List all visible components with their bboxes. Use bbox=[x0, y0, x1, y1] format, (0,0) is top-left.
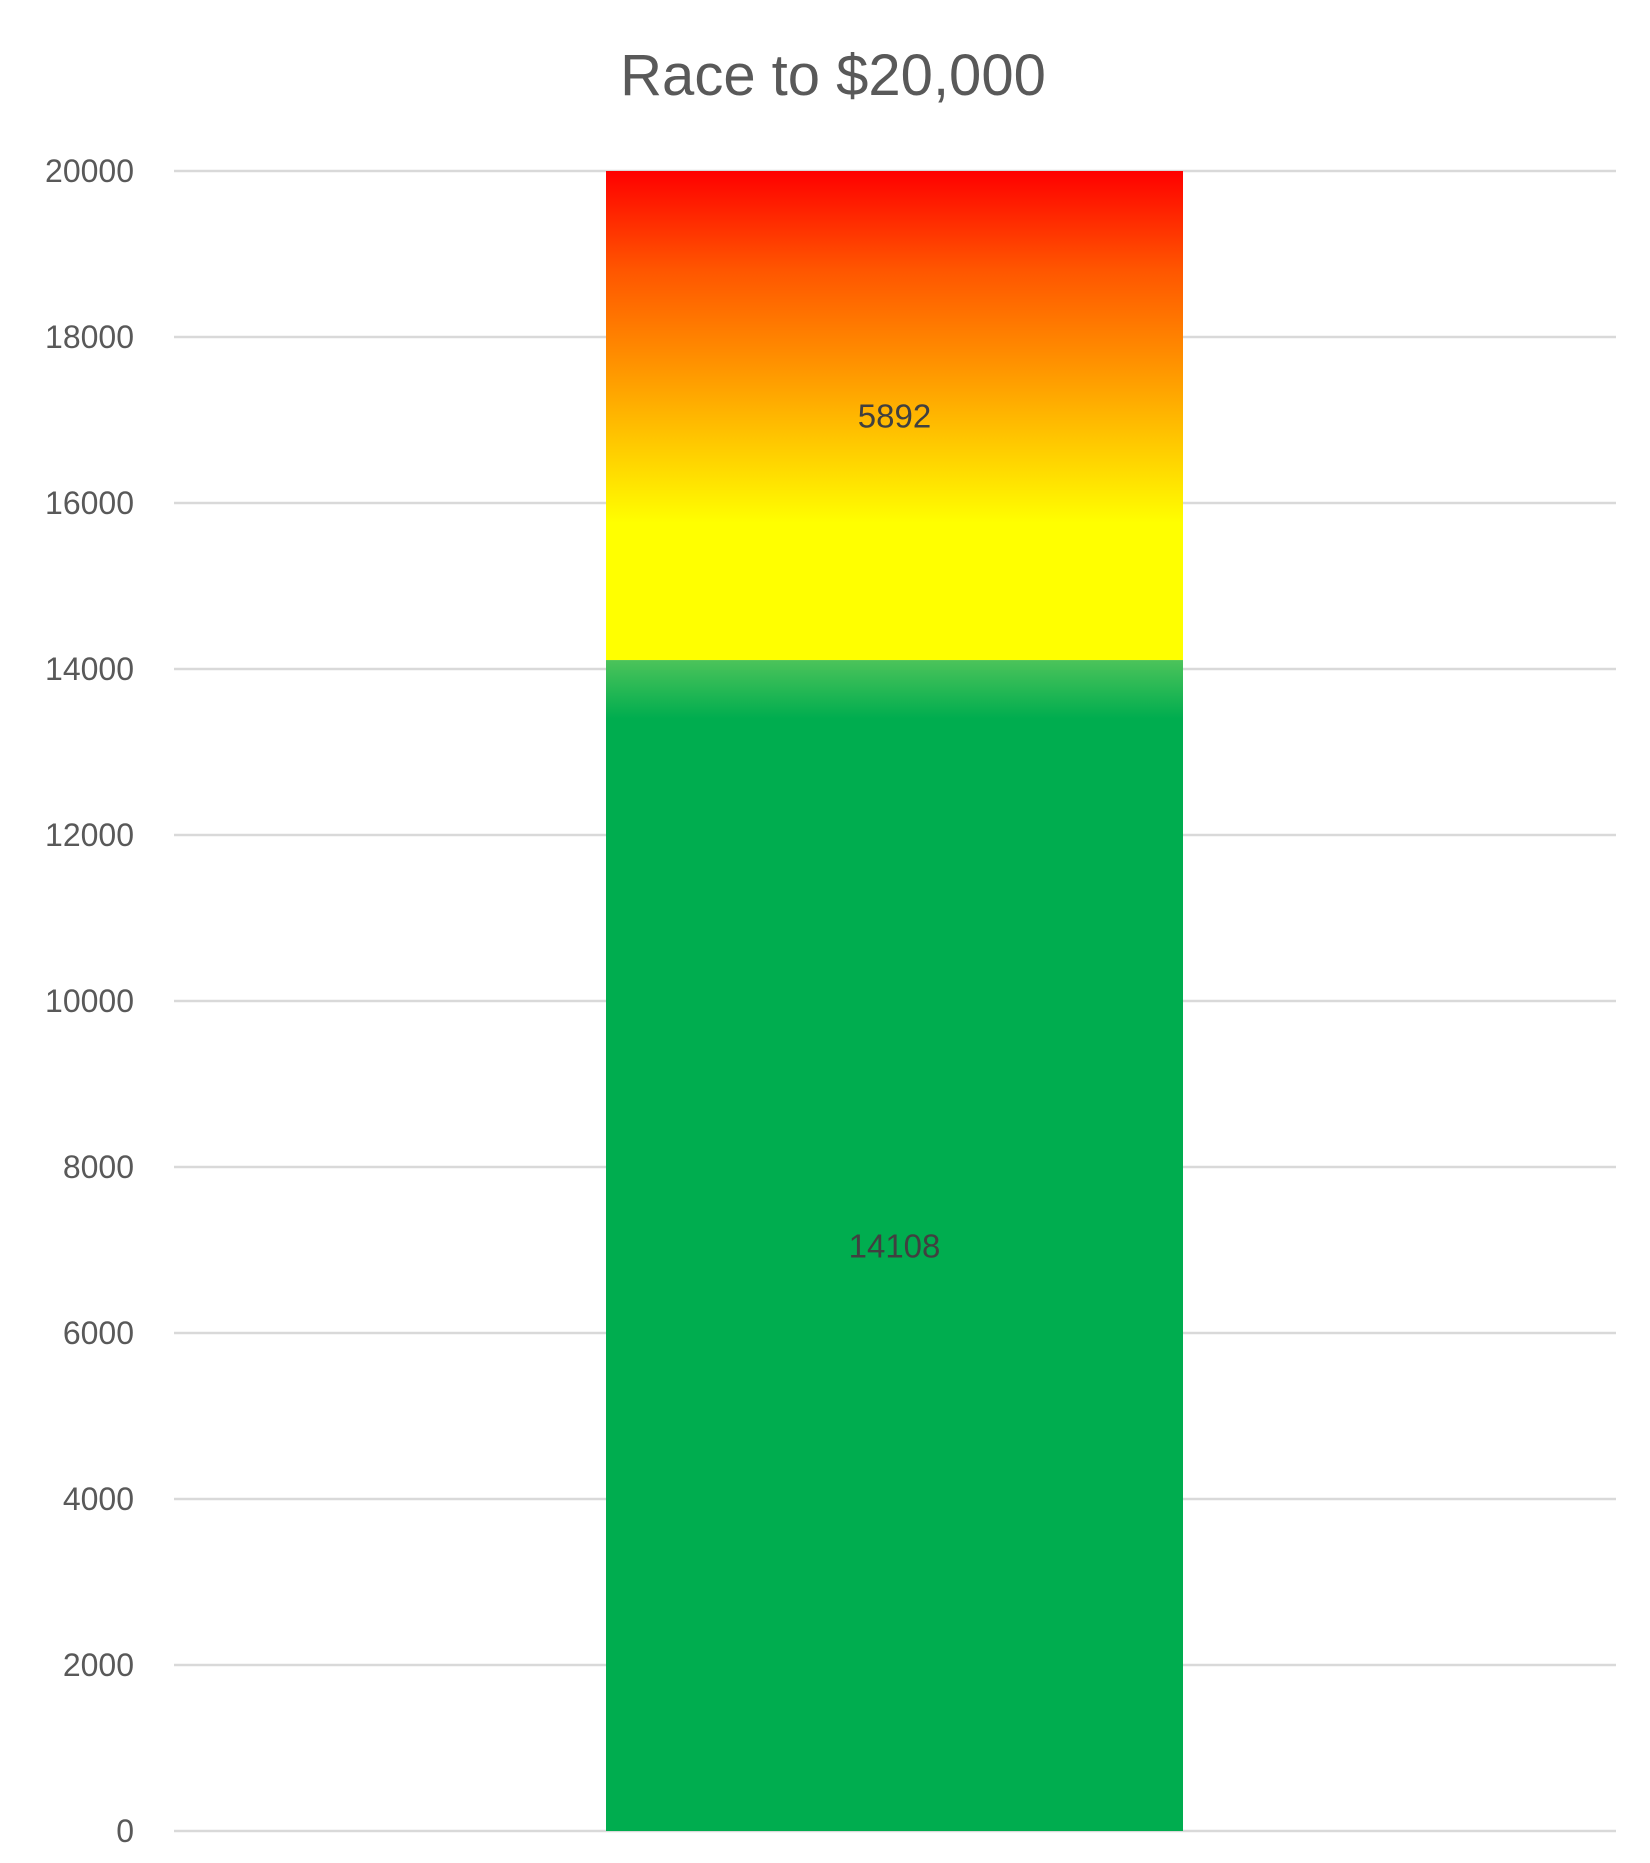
y-tick-label-0: 0 bbox=[116, 1813, 134, 1849]
data-label-bar-segment-raised: 14108 bbox=[849, 1228, 941, 1265]
y-tick-label-8000: 8000 bbox=[63, 1149, 134, 1185]
bar-segment-raised bbox=[606, 660, 1183, 1831]
chart-title: Race to $20,000 bbox=[620, 43, 1046, 108]
y-tick-label-18000: 18000 bbox=[45, 319, 134, 355]
data-labels: 14108 5892 bbox=[849, 398, 941, 1265]
y-tick-label-20000: 20000 bbox=[45, 153, 134, 189]
y-tick-label-2000: 2000 bbox=[63, 1647, 134, 1683]
y-axis-tick-labels: 0 2000 4000 6000 8000 10000 12000 14000 16000 180… bbox=[45, 153, 134, 1849]
stacked-bar bbox=[606, 171, 1183, 1831]
y-tick-label-6000: 6000 bbox=[63, 1315, 134, 1351]
data-label-bar-segment-remaining: 5892 bbox=[858, 398, 931, 435]
y-tick-label-4000: 4000 bbox=[63, 1481, 134, 1517]
bar-segment-remaining bbox=[606, 171, 1183, 661]
y-tick-label-10000: 10000 bbox=[45, 983, 134, 1019]
y-tick-label-14000: 14000 bbox=[45, 651, 134, 687]
y-tick-label-12000: 12000 bbox=[45, 817, 134, 853]
y-tick-label-16000: 16000 bbox=[45, 485, 134, 521]
